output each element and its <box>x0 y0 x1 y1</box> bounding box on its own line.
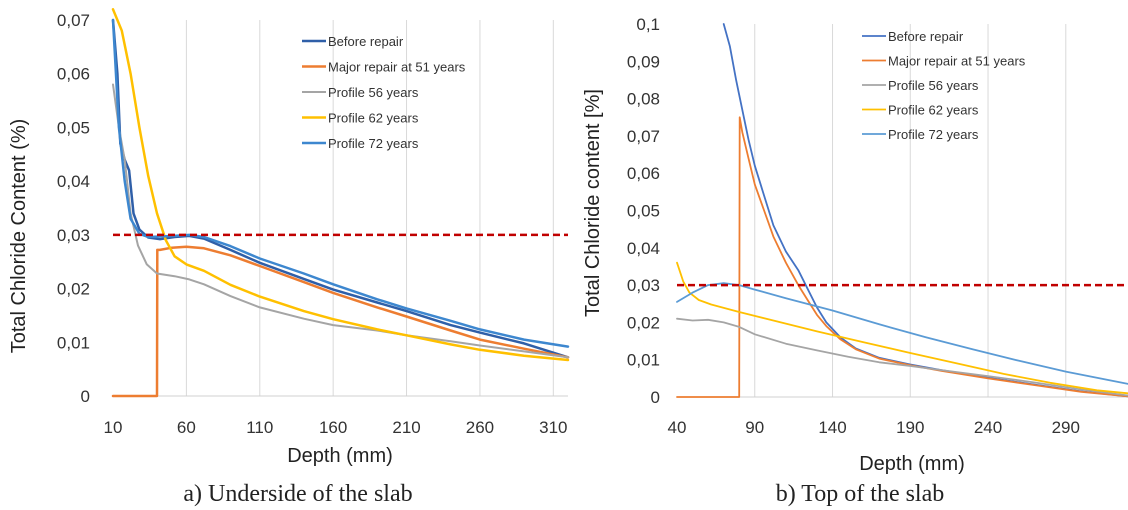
series-line-a-3 <box>111 8 570 362</box>
x-tick-label-b: 290 <box>1052 418 1080 437</box>
y-tick-label-b: 0,03 <box>627 276 660 295</box>
y-axis-label-b: Total Chloride content [%] <box>582 89 604 317</box>
y-axis-label-a: Total Chloride Content (%) <box>8 119 30 354</box>
y-tick-label-a: 0,01 <box>57 333 90 352</box>
x-tick-label-a: 10 <box>104 418 123 437</box>
x-tick-label-a: 260 <box>466 418 494 437</box>
legend-entry-a-0: Before repair <box>328 34 404 49</box>
legend-entry-b-3: Profile 62 years <box>888 103 979 118</box>
gridlines-a <box>185 20 554 396</box>
y-tick-label-b: 0,07 <box>627 127 660 146</box>
y-tick-label-b: 0,04 <box>627 239 660 258</box>
y-tick-label-b: 0,02 <box>627 313 660 332</box>
x-tick-labels-a: 10 60 110 160 210 260 310 <box>104 418 568 437</box>
chart-b: 0 0,01 0,02 0,03 0,04 0,05 0,06 0,07 0,08 0,09 0,1… <box>582 15 1128 507</box>
series-line-a-0 <box>111 18 570 359</box>
y-tick-label-b: 0,09 <box>627 52 660 71</box>
y-tick-label-b: 0,08 <box>627 90 660 109</box>
x-tick-label-b: 90 <box>745 418 764 437</box>
legend-entry-a-2: Profile 56 years <box>328 85 419 100</box>
series-line-b-2 <box>676 317 1128 397</box>
legend-entry-b-2: Profile 56 years <box>888 78 979 93</box>
x-tick-label-a: 110 <box>246 418 273 437</box>
series-line-a-4 <box>111 18 570 348</box>
x-tick-label-a: 160 <box>319 418 347 437</box>
y-tick-label-a: 0,05 <box>57 118 90 137</box>
y-tick-label-b: 0,06 <box>627 164 660 183</box>
y-tick-label-a: 0,04 <box>57 172 90 191</box>
y-tick-label-b: 0,05 <box>627 202 660 221</box>
x-tick-label-b: 140 <box>818 418 846 437</box>
legend-entry-b-4: Profile 72 years <box>888 127 979 142</box>
y-tick-label-b: 0,1 <box>636 15 660 34</box>
x-tick-label-a: 60 <box>177 418 196 437</box>
caption-a: a) Underside of the slab <box>183 481 412 507</box>
legend-b: Before repair Major repair at 51 years Pro… <box>862 29 1026 142</box>
series-lines-a <box>111 8 570 398</box>
x-tick-label-a: 210 <box>392 418 420 437</box>
y-tick-label-b: 0,01 <box>627 351 660 370</box>
y-tick-label-a: 0,06 <box>57 65 90 84</box>
legend-entry-b-1: Major repair at 51 years <box>888 54 1026 69</box>
legend-entry-b-0: Before repair <box>888 29 964 44</box>
y-tick-label-a: 0,07 <box>57 11 90 30</box>
x-tick-label-b: 40 <box>668 418 687 437</box>
series-line-b-3 <box>676 261 1128 395</box>
series-line-b-1 <box>676 116 1128 398</box>
x-tick-labels-b: 4090140190240290340 <box>668 418 1080 437</box>
x-tick-label-b: 240 <box>974 418 1002 437</box>
series-lines-b <box>676 23 1128 398</box>
y-tick-label-b: 0 <box>651 388 660 407</box>
x-axis-label-a: Depth (mm) <box>287 445 393 467</box>
legend-entry-a-4: Profile 72 years <box>328 136 419 151</box>
y-tick-label-a: 0 <box>81 387 90 406</box>
y-tick-labels-a: 0 0,01 0,02 0,03 0,04 0,05 0,06 0,07 <box>57 11 90 406</box>
x-tick-label-a: 310 <box>539 418 567 437</box>
series-line-a-1 <box>111 245 570 398</box>
chart-a: 0 0,01 0,02 0,03 0,04 0,05 0,06 0,07 10 60 110 160… <box>8 8 570 507</box>
legend-a: Before repair Major repair at 51 years Pro… <box>302 34 466 151</box>
y-tick-label-a: 0,02 <box>57 280 90 299</box>
series-line-b-4 <box>676 282 1128 385</box>
y-tick-label-a: 0,03 <box>57 226 90 245</box>
legend-entry-a-1: Major repair at 51 years <box>328 60 466 75</box>
y-tick-labels-b: 0 0,01 0,02 0,03 0,04 0,05 0,06 0,07 0,08 0,09 0,1 <box>627 15 660 407</box>
x-tick-label-b: 190 <box>896 418 924 437</box>
legend-entry-a-3: Profile 62 years <box>328 111 419 126</box>
x-axis-label-b: Depth (mm) <box>859 453 965 475</box>
caption-b: b) Top of the slab <box>776 481 945 507</box>
